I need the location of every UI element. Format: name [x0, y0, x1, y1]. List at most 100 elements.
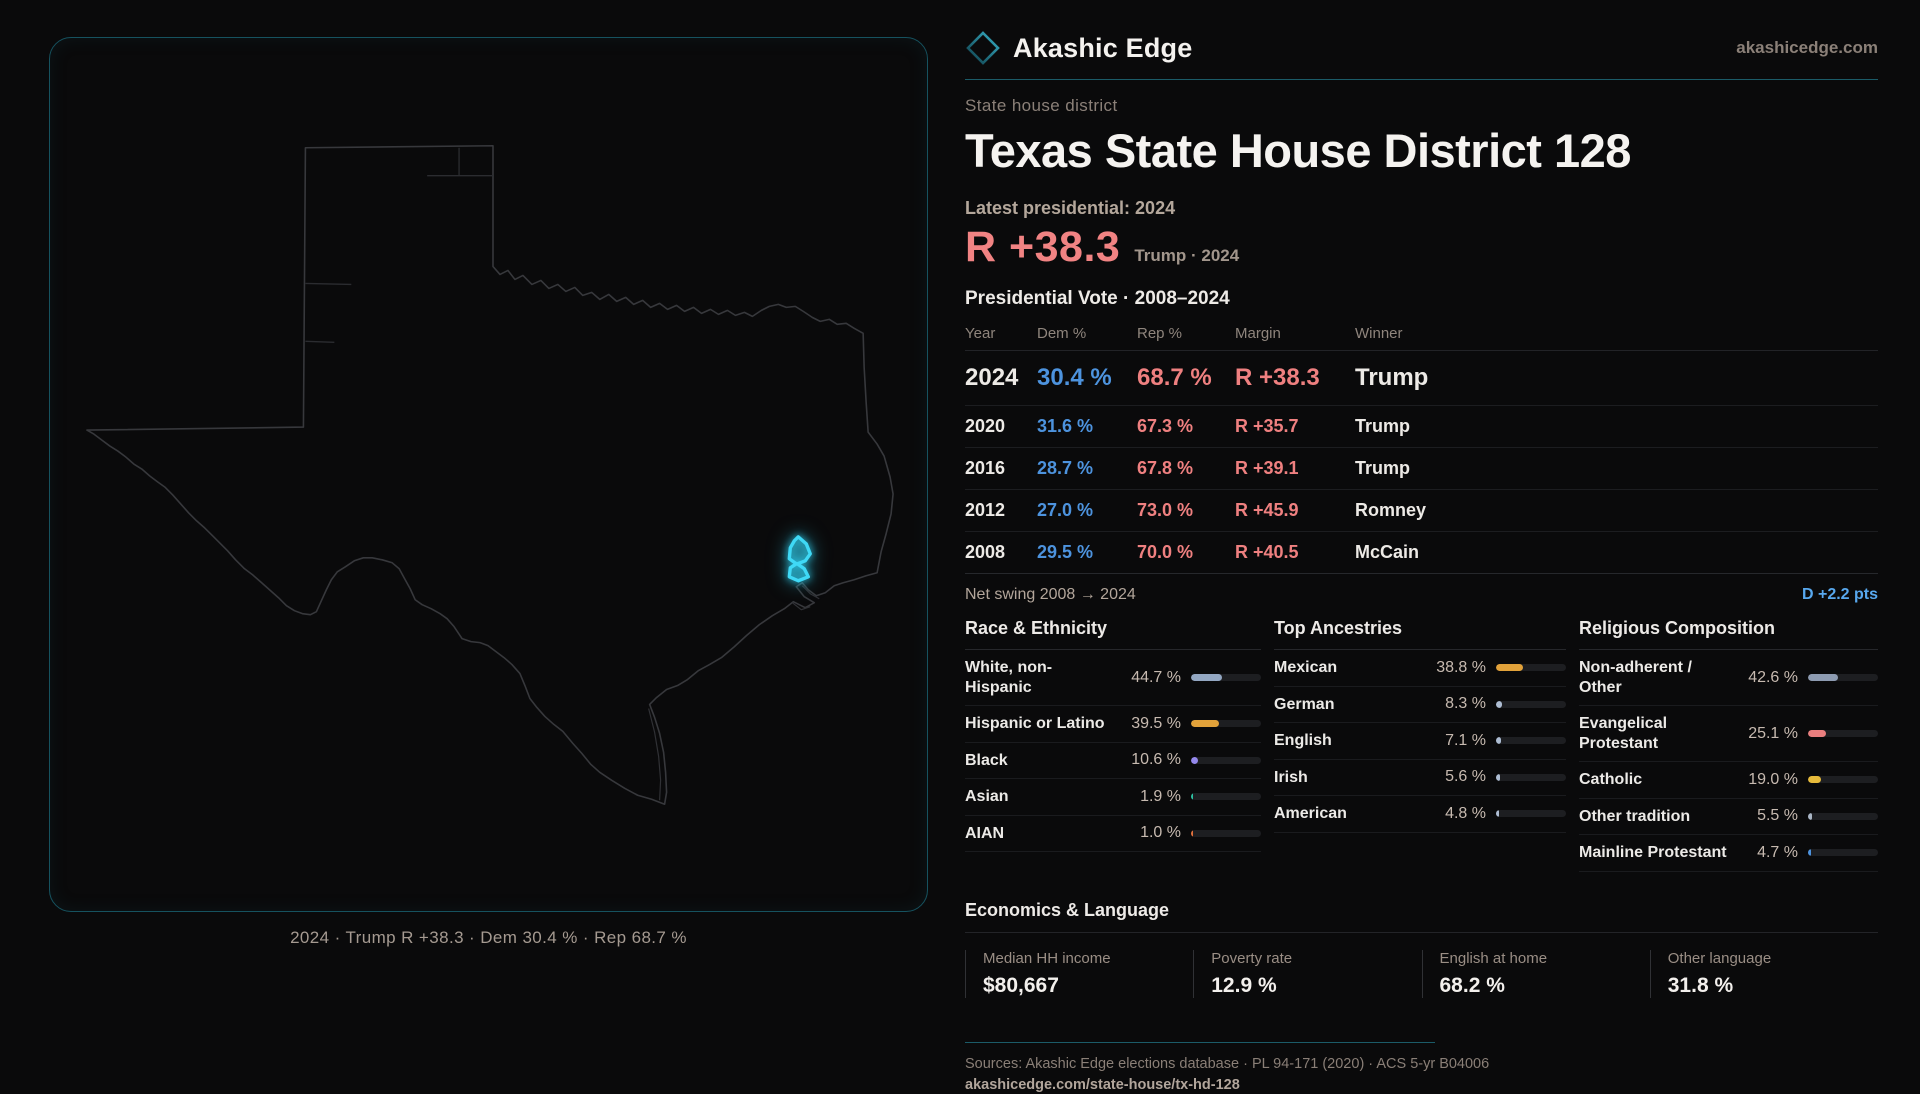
stat-label: Poverty rate: [1211, 949, 1293, 967]
list-item: Irish 5.6 %: [1274, 760, 1566, 797]
list-item: Black 10.6 %: [965, 743, 1261, 780]
stat-other-language: Other language 31.8 %: [1649, 949, 1878, 998]
demo-value: 19.0 %: [1748, 770, 1798, 788]
year-cell: 2016: [965, 458, 1006, 478]
stat-label: Median HH income: [983, 949, 1111, 967]
list-item: Catholic 19.0 %: [1579, 762, 1878, 799]
rep-cell: 68.7 %: [1137, 364, 1212, 391]
demo-label: Catholic: [1579, 771, 1643, 789]
list-item: Other tradition 5.5 %: [1579, 799, 1878, 836]
col-winner: Winner: [1355, 325, 1403, 342]
demo-label: American: [1274, 805, 1347, 823]
margin-cell: R +45.9: [1235, 500, 1299, 520]
footer: Sources: Akashic Edge elections database…: [965, 1041, 1878, 1094]
presidential-vote-table: Year Dem % Rep % Margin Winner 2024 30.4…: [965, 318, 1878, 574]
stat-poverty-rate: Poverty rate 12.9 %: [1193, 949, 1421, 998]
footer-divider: [965, 1041, 1435, 1043]
demo-value: 25.1 %: [1748, 724, 1798, 742]
footer-url-link[interactable]: akashicedge.com/state-house/tx-hd-128: [965, 1076, 1240, 1093]
latest-margin-row: R +38.3 Trump · 2024: [965, 223, 1878, 272]
brand-name: Akashic Edge: [1013, 32, 1193, 63]
margin-cell: R +39.1: [1235, 458, 1299, 478]
ancestry-title: Top Ancestries: [1274, 618, 1566, 650]
texas-map: [86, 144, 894, 806]
stat-value: $80,667: [983, 973, 1059, 997]
winner-cell: McCain: [1355, 542, 1420, 562]
dem-cell: 27.0 %: [1037, 500, 1094, 520]
demo-value: 1.0 %: [1140, 824, 1181, 842]
brand-site-link[interactable]: akashicedge.com: [1736, 38, 1878, 57]
report-panel: Akashic Edge akashicedge.com State house…: [965, 30, 1878, 1094]
stat-bar: [1191, 720, 1261, 728]
stat-median-income: Median HH income $80,667: [965, 949, 1193, 998]
stat-bar: [1808, 674, 1878, 682]
list-item: Evangelical Protestant 25.1 %: [1579, 706, 1878, 763]
table-row: 2020 31.6 % 67.3 % R +35.7 Trump: [965, 406, 1878, 448]
kicker: State house district: [965, 96, 1118, 115]
demo-value: 4.8 %: [1445, 804, 1486, 822]
year-cell: 2024: [965, 364, 1019, 391]
demo-label: Asian: [965, 788, 1009, 806]
demo-label: German: [1274, 695, 1335, 713]
stat-value: 68.2 %: [1439, 973, 1505, 997]
demo-label: English: [1274, 732, 1332, 750]
economics-title: Economics & Language: [965, 900, 1878, 933]
winner-cell: Trump: [1355, 458, 1411, 478]
latest-margin-context: Trump · 2024: [1134, 246, 1240, 265]
list-item: White, non-Hispanic 44.7 %: [965, 650, 1261, 707]
table-row: 2024 30.4 % 68.7 % R +38.3 Trump: [965, 351, 1878, 406]
demo-value: 38.8 %: [1436, 658, 1486, 676]
texas-map-panel: [49, 37, 928, 912]
demo-label: Evangelical Protestant: [1579, 715, 1668, 752]
religion-column: Religious Composition Non-adherent / Oth…: [1579, 618, 1878, 872]
margin-cell: R +38.3: [1235, 364, 1320, 391]
list-item: German 8.3 %: [1274, 687, 1566, 724]
winner-cell: Trump: [1355, 416, 1411, 436]
county-lines: [305, 147, 493, 343]
list-item: Asian 1.9 %: [965, 779, 1261, 816]
winner-cell: Romney: [1355, 500, 1427, 520]
stat-bar: [1496, 700, 1566, 708]
list-item: Mexican 38.8 %: [1274, 650, 1566, 687]
stat-bar: [1808, 812, 1878, 820]
religion-title: Religious Composition: [1579, 618, 1878, 650]
stat-bar: [1191, 674, 1261, 682]
brand-header: Akashic Edge akashicedge.com: [965, 30, 1878, 80]
margin-cell: R +35.7: [1235, 416, 1299, 436]
dem-cell: 31.6 %: [1037, 416, 1094, 436]
stat-bar: [1496, 664, 1566, 672]
stat-bar: [1496, 810, 1566, 818]
year-cell: 2008: [965, 542, 1006, 562]
economics-section: Economics & Language Median HH income $8…: [965, 900, 1878, 998]
rep-cell: 67.8 %: [1137, 458, 1194, 478]
stat-bar: [1496, 737, 1566, 745]
demo-value: 4.7 %: [1757, 843, 1798, 861]
col-dem: Dem %: [1037, 325, 1087, 342]
table-row: 2008 29.5 % 70.0 % R +40.5 McCain: [965, 532, 1878, 574]
list-item: AIAN 1.0 %: [965, 816, 1261, 853]
latest-label: Latest presidential: 2024: [965, 198, 1176, 218]
margin-cell: R +40.5: [1235, 542, 1299, 562]
rep-cell: 67.3 %: [1137, 416, 1194, 436]
list-item: Hispanic or Latino 39.5 %: [965, 706, 1261, 743]
district-128-shape: [787, 535, 812, 583]
demo-value: 39.5 %: [1131, 714, 1181, 732]
demo-value: 42.6 %: [1748, 668, 1798, 686]
stat-value: 31.8 %: [1667, 973, 1734, 997]
sources-text: Sources: Akashic Edge elections database…: [965, 1055, 1490, 1072]
rep-cell: 70.0 %: [1137, 542, 1194, 562]
demo-label: Non-adherent / Other: [1579, 659, 1692, 696]
map-caption: 2024 · Trump R +38.3 · Dem 30.4 % · Rep …: [290, 928, 687, 947]
page-title: Texas State House District 128: [965, 124, 1631, 177]
demo-label: Black: [965, 751, 1008, 769]
demo-label: Mexican: [1274, 659, 1338, 676]
coastline-detail: [648, 585, 820, 801]
table-row: 2016 28.7 % 67.8 % R +39.1 Trump: [965, 448, 1878, 490]
stat-bar: [1191, 756, 1261, 764]
demo-label: Other tradition: [1579, 807, 1691, 825]
col-margin: Margin: [1235, 325, 1281, 342]
table-header-row: Year Dem % Rep % Margin Winner: [965, 318, 1878, 351]
stat-bar: [1808, 730, 1878, 738]
stat-bar: [1496, 773, 1566, 781]
